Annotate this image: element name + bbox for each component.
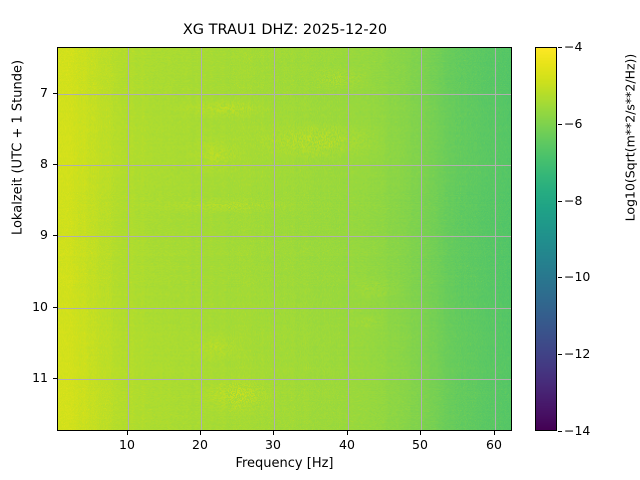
y-axis-label: Lokalzeit (UTC + 1 Stunde)	[10, 59, 26, 236]
x-tick-mark	[494, 431, 495, 435]
x-tick-label: 10	[119, 437, 135, 452]
y-tick-mark	[53, 378, 57, 379]
x-tick-label: 40	[339, 437, 355, 452]
y-tick-mark	[53, 93, 57, 94]
gridline-vertical	[421, 48, 422, 430]
gridline-horizontal	[58, 379, 511, 380]
y-tick-mark	[53, 307, 57, 308]
x-tick-label: 60	[486, 437, 502, 452]
x-tick-mark	[127, 431, 128, 435]
y-tick-label: 10	[32, 299, 48, 314]
gridline-vertical	[128, 48, 129, 430]
y-tick-mark	[53, 164, 57, 165]
colorbar-tick-label: −12	[564, 346, 591, 361]
x-axis-label: Frequency [Hz]	[235, 456, 334, 471]
x-tick-label: 50	[412, 437, 428, 452]
gridline-horizontal	[58, 236, 511, 237]
colorbar-tick-label: −6	[564, 116, 583, 131]
y-tick-label: 8	[40, 156, 48, 171]
colorbar-tick-mark	[558, 201, 562, 202]
colorbar-tick-mark	[558, 124, 562, 125]
x-tick-mark	[347, 431, 348, 435]
x-tick-mark	[200, 431, 201, 435]
gridline-vertical	[201, 48, 202, 430]
x-tick-mark	[273, 431, 274, 435]
gridline-vertical	[348, 48, 349, 430]
colorbar-tick-mark	[558, 277, 562, 278]
y-tick-mark	[53, 235, 57, 236]
gridline-horizontal	[58, 94, 511, 95]
y-tick-label: 9	[40, 227, 48, 242]
colorbar-tick-label: −14	[564, 423, 591, 438]
spectrogram-canvas	[58, 48, 511, 430]
colorbar-tick-mark	[558, 47, 562, 48]
colorbar	[535, 47, 557, 431]
gridline-horizontal	[58, 308, 511, 309]
colorbar-tick-mark	[558, 354, 562, 355]
colorbar-canvas	[536, 48, 556, 430]
page-title: XG TRAU1 DHZ: 2025-12-20	[182, 22, 388, 38]
x-tick-label: 30	[265, 437, 281, 452]
colorbar-tick-label: −4	[564, 39, 583, 54]
colorbar-tick-label: −8	[564, 193, 583, 208]
gridline-vertical	[274, 48, 275, 430]
y-tick-label: 7	[40, 85, 48, 100]
colorbar-tick-mark	[558, 431, 562, 432]
x-tick-label: 20	[192, 437, 208, 452]
spectrogram-plot-area	[57, 47, 512, 431]
x-tick-mark	[420, 431, 421, 435]
y-tick-label: 11	[32, 370, 48, 385]
gridline-vertical	[495, 48, 496, 430]
gridline-horizontal	[58, 165, 511, 166]
colorbar-tick-label: −10	[564, 269, 591, 284]
colorbar-label: Log10(Sqrt(m**2/s**2/Hz))	[622, 53, 638, 222]
